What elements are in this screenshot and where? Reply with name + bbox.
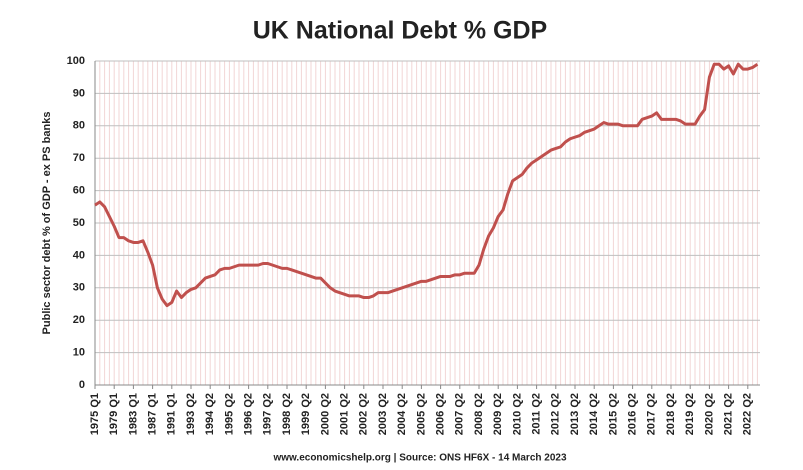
x-tick-label: 2019 Q2: [684, 393, 696, 435]
chart-title: UK National Debt % GDP: [253, 17, 547, 45]
x-tick-label: 1991 Q1: [166, 393, 178, 435]
y-axis-label: Public sector debt % of GDP - ex PS bank…: [41, 112, 53, 335]
x-tick-label: 2003 Q2: [377, 393, 389, 435]
x-tick-label: 1975 Q1: [89, 393, 101, 435]
x-tick-label: 1997 Q2: [262, 393, 274, 435]
x-tick-label: 2009 Q2: [492, 393, 504, 435]
x-tick-label: 2007 Q2: [454, 393, 466, 435]
x-tick-label: 2021 Q2: [723, 393, 735, 435]
x-tick-label: 2022 Q2: [742, 393, 754, 435]
y-tick-label: 70: [73, 152, 85, 164]
x-tick-label: 2011 Q2: [531, 393, 543, 435]
data-line: [94, 62, 759, 308]
x-tick-label: 1979 Q1: [108, 393, 120, 435]
x-tick-label: 2001 Q2: [339, 393, 351, 435]
x-tick-label: 1999 Q2: [300, 393, 312, 435]
x-tick-label: 2005 Q2: [415, 393, 427, 435]
x-tick-label: 2018 Q2: [665, 393, 677, 435]
y-tick-label: 40: [73, 249, 85, 261]
x-tick-label: 1987 Q1: [147, 393, 159, 435]
x-tick-label: 2004 Q2: [396, 393, 408, 435]
x-tick-label: 1995 Q2: [223, 393, 235, 435]
y-tick-label: 90: [73, 87, 85, 99]
x-tick-label: 2016 Q2: [627, 393, 639, 435]
x-tick-label: 2015 Q2: [607, 393, 619, 435]
x-tick-label: 1983 Q1: [127, 393, 139, 435]
source-note: www.economicshelp.org | Source: ONS HF6X…: [272, 453, 567, 464]
x-tick-label: 1994 Q2: [204, 393, 216, 435]
x-tick-label: 2000 Q2: [319, 393, 331, 435]
y-tick-label: 30: [73, 282, 85, 294]
x-tick-label: 2006 Q2: [435, 393, 447, 435]
x-tick-label: 1993 Q2: [185, 393, 197, 435]
y-tick-label: 20: [73, 314, 85, 326]
x-tick-label: 2012 Q2: [550, 393, 562, 435]
y-tick-label: 0: [79, 379, 85, 391]
x-tick-label: 2002 Q2: [358, 393, 370, 435]
x-tick-label: 2017 Q2: [646, 393, 658, 435]
x-tick-label: 2008 Q2: [473, 393, 485, 435]
x-tick-label: 1996 Q2: [243, 393, 255, 435]
x-tick-label: 2010 Q2: [511, 393, 523, 435]
x-tick-label: 2013 Q2: [569, 393, 581, 435]
x-tick-label: 1998 Q2: [281, 393, 293, 435]
x-tick-label: 2014 Q2: [588, 393, 600, 435]
y-tick-label: 60: [73, 185, 85, 197]
x-tick-label: 2020 Q2: [703, 393, 715, 435]
y-tick-label: 10: [73, 347, 85, 359]
y-tick-label: 50: [73, 217, 85, 229]
y-tick-label: 100: [67, 55, 85, 67]
y-tick-label: 80: [73, 120, 85, 132]
